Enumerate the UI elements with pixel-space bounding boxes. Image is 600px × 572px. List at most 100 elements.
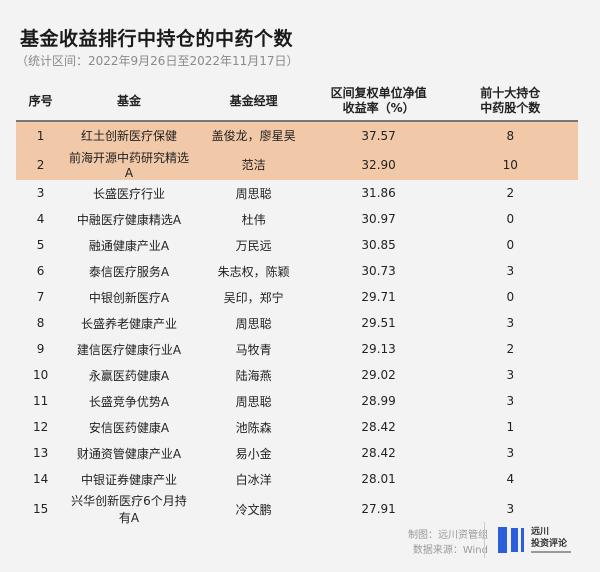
rank-cell: 13 [32, 446, 49, 460]
table-row: 4 中融医疗健康精选A 杜伟 30.97 0 [16, 206, 578, 232]
fund-name-cell: 长盛医疗行业 [92, 186, 165, 201]
logo-text: 远川 投资评论 [531, 527, 568, 549]
manager-cell: 范洁 [192, 149, 315, 180]
manager-cell: 马牧青 [235, 342, 272, 357]
table-row: 12 安信医药健康A 池陈森 28.42 1 [16, 414, 578, 440]
return-cell: 28.99 [361, 394, 396, 408]
table-row: 13 财通资管健康产业A 易小金 28.42 3 [16, 440, 578, 466]
table-row: 14 中银证券健康产业 白冰洋 28.01 4 [16, 466, 578, 492]
return-cell: 28.42 [361, 420, 396, 434]
rank-cell: 11 [32, 394, 49, 408]
fund-name-cell: 兴华创新医疗6个月持有A [71, 494, 187, 525]
fund-name-cell: 中融医疗健康精选A [76, 212, 182, 227]
tcm-count-cell: 2 [506, 186, 515, 200]
rank-cell: 5 [36, 238, 45, 252]
column-header: 区间复权单位净值 收益率（%） [314, 82, 443, 122]
return-cell: 30.73 [361, 264, 396, 278]
brand-logo: 远川 投资评论 [498, 526, 583, 556]
manager-cell: 周思聪 [235, 316, 272, 331]
column-header: 基金经理 [192, 82, 315, 122]
rank-cell: 15 [32, 502, 49, 516]
fund-name-cell: 融通健康产业A [88, 238, 170, 253]
logo-bar-icon [498, 527, 507, 553]
fund-name-cell: 财通资管健康产业A [76, 446, 182, 461]
tcm-count-cell: 3 [506, 368, 515, 382]
tcm-count-cell: 3 [506, 446, 515, 460]
rank-cell: 2 [16, 149, 66, 180]
table-header-row: 序号 基金 基金经理 区间复权单位净值 收益率（%） 前十大持仓 中药股个数 [16, 82, 578, 122]
table-row: 8 长盛养老健康产业 周思聪 29.51 3 [16, 310, 578, 336]
return-cell: 29.13 [361, 342, 396, 356]
rank-cell: 9 [36, 342, 45, 356]
tcm-count-cell: 3 [506, 394, 515, 408]
logo-bar-icon [521, 528, 524, 552]
table-row: 9 建信医疗健康行业A 马牧青 29.13 2 [16, 336, 578, 362]
manager-cell: 易小金 [235, 446, 272, 461]
table-row: 5 融通健康产业A 万民远 30.85 0 [16, 232, 578, 258]
manager-cell: 白冰洋 [235, 472, 272, 487]
table-row: 10 永赢医药健康A 陆海燕 29.02 3 [16, 362, 578, 388]
table-row: 6 泰信医疗服务A 朱志权，陈颖 30.73 3 [16, 258, 578, 284]
fund-name-cell: 中银创新医疗A [88, 290, 170, 305]
logo-tagline-mark [531, 551, 571, 553]
return-cell: 30.85 [361, 238, 396, 252]
return-cell: 29.51 [361, 316, 396, 330]
column-header: 前十大持仓 中药股个数 [442, 82, 578, 122]
manager-cell: 周思聪 [235, 394, 272, 409]
tcm-count-cell: 10 [442, 149, 578, 180]
tcm-count-cell: 0 [506, 238, 515, 252]
tcm-count-cell: 3 [506, 502, 515, 516]
footer-credits: 制图：远川资管组 数据来源：Wind [408, 528, 488, 558]
return-cell: 32.90 [314, 149, 443, 180]
fund-name-cell: 永赢医药健康A [88, 368, 170, 383]
table-row: 3 长盛医疗行业 周思聪 31.86 2 [16, 180, 578, 206]
manager-cell: 冷文鹏 [235, 502, 272, 517]
rank-cell: 12 [32, 420, 49, 434]
return-cell: 28.01 [361, 472, 396, 486]
rank-cell: 10 [32, 368, 49, 382]
made-by-text: 制图：远川资管组 [408, 530, 488, 541]
rank-cell: 1 [16, 121, 66, 149]
date-range-subtitle: （统计区间：2022年9月26日至2022年11月17日） [16, 54, 299, 68]
manager-cell: 池陈森 [235, 420, 272, 435]
fund-name-cell: 中银证券健康产业 [80, 472, 177, 487]
fund-name-cell: 前海开源中药研究精选A [65, 149, 193, 180]
fund-name-cell: 泰信医疗服务A [88, 264, 170, 279]
fund-name-cell: 红土创新医疗保健 [65, 121, 193, 149]
tcm-count-cell: 2 [506, 342, 515, 356]
manager-cell: 陆海燕 [235, 368, 272, 383]
return-cell: 27.91 [361, 502, 396, 516]
manager-cell: 吴印，郑宁 [223, 290, 284, 305]
tcm-count-cell: 8 [442, 121, 578, 149]
table-row: 15 兴华创新医疗6个月持有A 冷文鹏 27.91 3 [16, 492, 578, 526]
fund-ranking-table: 序号 基金 基金经理 区间复权单位净值 收益率（%） 前十大持仓 中药股个数 1 红土创新医疗… [16, 82, 578, 526]
fund-name-cell: 安信医药健康A [88, 420, 170, 435]
fund-name-cell: 建信医疗健康行业A [76, 342, 182, 357]
return-cell: 30.97 [361, 212, 396, 226]
tcm-count-cell: 0 [506, 212, 515, 226]
logo-bar-icon [511, 528, 518, 552]
return-cell: 31.86 [361, 186, 396, 200]
manager-cell: 杜伟 [241, 212, 266, 227]
footer-divider [484, 522, 485, 558]
page-title: 基金收益排行中持仓的中药个数 [20, 28, 294, 50]
tcm-count-cell: 1 [506, 420, 515, 434]
rank-cell: 3 [36, 186, 45, 200]
fund-name-cell: 长盛养老健康产业 [80, 316, 177, 331]
return-cell: 28.42 [361, 446, 396, 460]
rank-cell: 8 [36, 316, 45, 330]
data-source-text: 数据来源：Wind [412, 545, 488, 556]
column-header: 序号 [16, 82, 66, 122]
manager-cell: 朱志权，陈颖 [217, 264, 290, 279]
table-body: 1 红土创新医疗保健 盖俊龙，廖星昊 37.57 8 2 前海开源中药研究精选A 范洁 32.9… [16, 121, 578, 526]
tcm-count-cell: 0 [506, 290, 515, 304]
tcm-count-cell: 3 [506, 264, 515, 278]
rank-cell: 4 [36, 212, 45, 226]
table-row: 1 红土创新医疗保健 盖俊龙，廖星昊 37.57 8 [16, 121, 578, 149]
rank-cell: 6 [36, 264, 45, 278]
return-cell: 37.57 [314, 121, 443, 149]
rank-cell: 14 [32, 472, 49, 486]
tcm-count-cell: 4 [506, 472, 515, 486]
rank-cell: 7 [36, 290, 45, 304]
fund-name-cell: 长盛竞争优势A [88, 394, 170, 409]
